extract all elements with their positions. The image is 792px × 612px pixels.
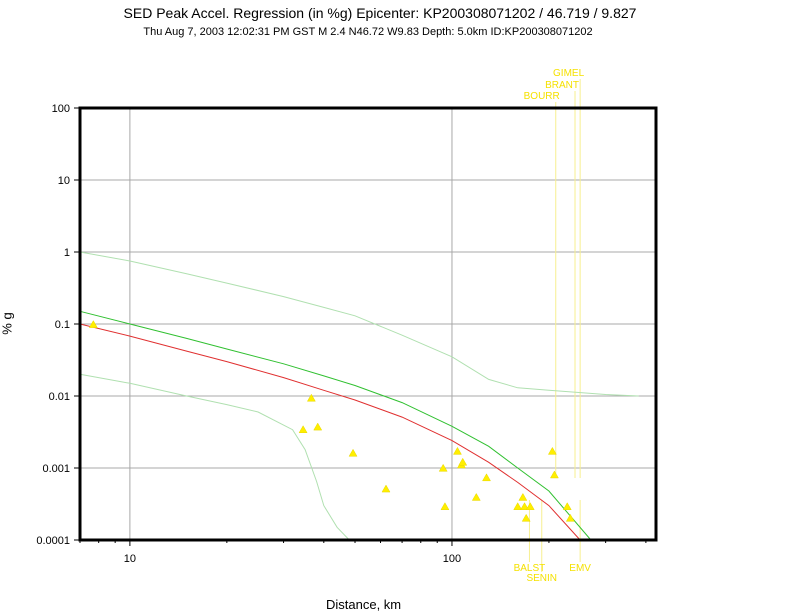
- regression-curves: [79, 251, 639, 541]
- data-point-triangle: [565, 513, 575, 522]
- chart-subtitle: Thu Aug 7, 2003 12:02:31 PM GST M 2.4 N4…: [143, 26, 593, 38]
- station-label: BOURR: [524, 91, 560, 102]
- y-tick-label: 100: [52, 103, 70, 115]
- regression-curve: [79, 251, 639, 397]
- data-points: [88, 320, 575, 522]
- data-point-triangle: [306, 393, 316, 402]
- grid: [80, 107, 656, 541]
- station-label: BRANT: [545, 80, 579, 91]
- y-tick-label: 0.001: [42, 463, 70, 475]
- data-point-triangle: [562, 502, 572, 510]
- regression-curve: [79, 323, 581, 541]
- y-tick-label: 10: [58, 175, 70, 187]
- data-point-triangle: [348, 448, 358, 457]
- data-point-triangle: [520, 502, 529, 510]
- station-reference-lines: [528, 79, 581, 572]
- data-point-triangle: [513, 502, 523, 510]
- data-point-triangle: [482, 473, 491, 482]
- y-tick-label: 1: [64, 247, 70, 259]
- y-axis-label: % g: [0, 312, 15, 335]
- x-axis-label: Distance, km: [326, 597, 402, 612]
- data-point-triangle: [471, 492, 481, 501]
- y-tick-label: 0.0001: [36, 535, 70, 547]
- data-point-triangle: [458, 457, 468, 466]
- data-point-triangle: [525, 502, 535, 510]
- data-point-triangle: [381, 484, 391, 493]
- data-point-triangle: [298, 425, 308, 433]
- station-label: SENIN: [526, 573, 557, 584]
- station-label: EMV: [569, 563, 591, 574]
- axis-ticks: 100 10 1 0.1 0.01 0.001 0.0001 10 100: [36, 103, 647, 565]
- data-point-triangle: [88, 320, 98, 328]
- data-point-triangle: [521, 513, 531, 522]
- data-point-triangle: [549, 470, 559, 479]
- data-point-triangle: [453, 446, 462, 455]
- data-point-triangle: [313, 422, 323, 431]
- x-tick-label: 10: [124, 553, 136, 565]
- station-label: BALST: [514, 563, 546, 574]
- regression-curve: [79, 373, 350, 541]
- y-tick-label: 0.01: [49, 391, 70, 403]
- chart-title: SED Peak Accel. Regression (in %g) Epice…: [123, 5, 637, 21]
- plot-frame: [78, 106, 658, 542]
- data-point-triangle: [438, 463, 448, 472]
- data-point-triangle: [440, 502, 450, 510]
- data-point-triangle: [547, 446, 557, 455]
- station-label: GIMEL: [553, 68, 585, 79]
- x-tick-label: 100: [443, 553, 461, 565]
- y-tick-label: 0.1: [55, 319, 70, 331]
- data-point-triangle: [518, 492, 528, 501]
- regression-curve: [79, 310, 592, 541]
